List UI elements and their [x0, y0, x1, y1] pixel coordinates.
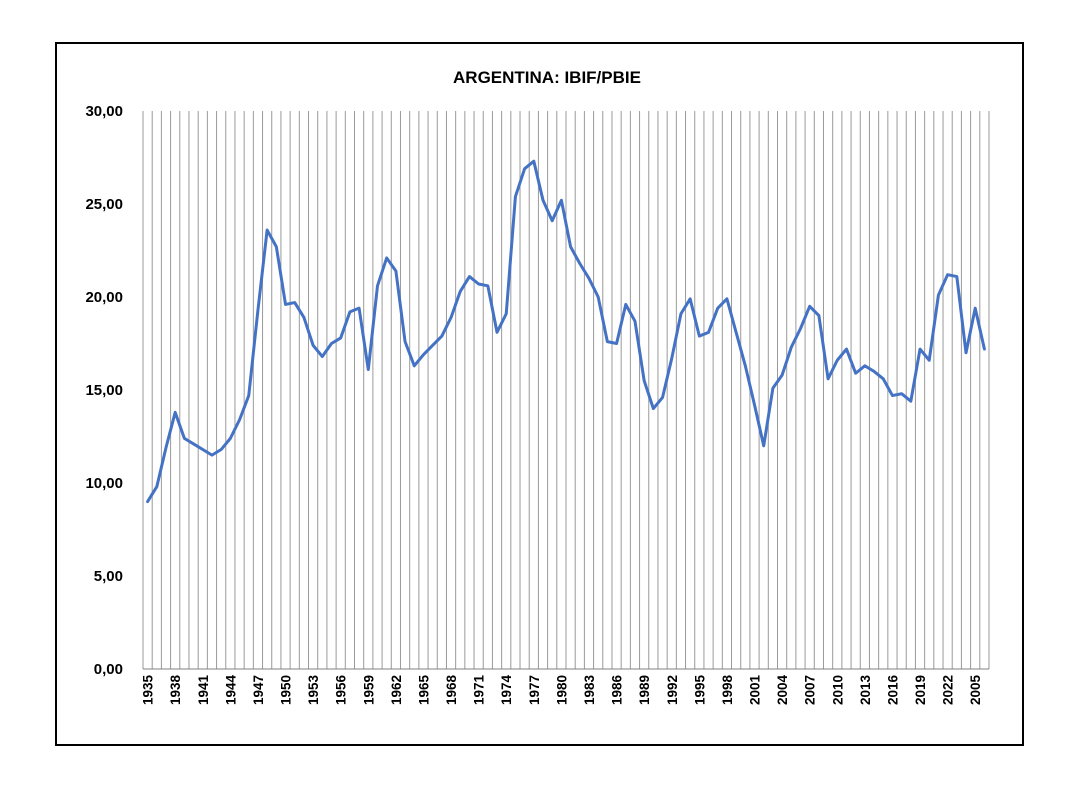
- x-tick-label: 1941: [196, 675, 211, 706]
- x-tick-label: 1995: [692, 675, 707, 706]
- x-tick-label: 1950: [279, 675, 294, 705]
- x-tick-label: 2016: [885, 675, 900, 706]
- y-tick-label: 30,00: [85, 103, 123, 120]
- x-tick-label: 2010: [830, 675, 845, 705]
- series-line: [146, 159, 986, 504]
- x-tick-label: 1992: [665, 675, 680, 705]
- series-layer: [146, 159, 986, 504]
- x-tick-label: 1944: [223, 675, 238, 706]
- line-chart: ARGENTINA: IBIF/PBIE 0,00 5,00 10,00 15,00 2…: [85, 68, 990, 706]
- x-tick-label: 1959: [361, 675, 376, 705]
- x-tick-label: 1998: [720, 675, 735, 706]
- x-tick-label: 1980: [554, 675, 569, 705]
- x-tick-label: 1962: [389, 675, 404, 705]
- y-tick-label: 25,00: [85, 196, 123, 213]
- x-tick-label: 2013: [858, 675, 873, 706]
- x-tick-label: 2007: [803, 675, 818, 705]
- x-tick-label: 2022: [941, 675, 956, 705]
- x-tick-label: 1938: [168, 675, 183, 706]
- chart-frame: ARGENTINA: IBIF/PBIE 0,00 5,00 10,00 15,00 2…: [55, 42, 1024, 746]
- x-tick-label: 1989: [637, 675, 652, 705]
- x-tick-label: 2019: [913, 675, 928, 705]
- y-axis-ticks: 0,00 5,00 10,00 15,00 20,00 25,00 30,00: [85, 103, 123, 678]
- x-tick-label: 1971: [472, 675, 487, 706]
- gridlines: [142, 111, 990, 669]
- x-tick-label: 1965: [416, 675, 431, 706]
- y-tick-label: 15,00: [85, 382, 123, 399]
- y-tick-label: 5,00: [94, 568, 123, 585]
- x-axis-ticks: 1935 1938 1941 1944 1947 1950 1953 1956 1959 1962…: [141, 675, 984, 706]
- y-tick-label: 20,00: [85, 289, 123, 306]
- x-tick-label: 1953: [306, 675, 321, 706]
- y-tick-label: 0,00: [94, 661, 123, 678]
- x-tick-label: 2004: [775, 675, 790, 706]
- x-tick-label: 1983: [582, 675, 597, 706]
- x-tick-label: 1977: [527, 675, 542, 705]
- chart-title: ARGENTINA: IBIF/PBIE: [453, 68, 641, 87]
- y-tick-label: 10,00: [85, 475, 123, 492]
- x-tick-label: 2005: [968, 675, 983, 706]
- x-tick-label: 1935: [141, 675, 156, 706]
- x-tick-label: 1947: [251, 675, 266, 705]
- x-tick-label: 1968: [444, 675, 459, 706]
- x-tick-label: 1986: [610, 675, 625, 706]
- x-tick-label: 1974: [499, 675, 514, 706]
- x-tick-label: 1956: [334, 675, 349, 706]
- x-tick-label: 2001: [748, 675, 763, 706]
